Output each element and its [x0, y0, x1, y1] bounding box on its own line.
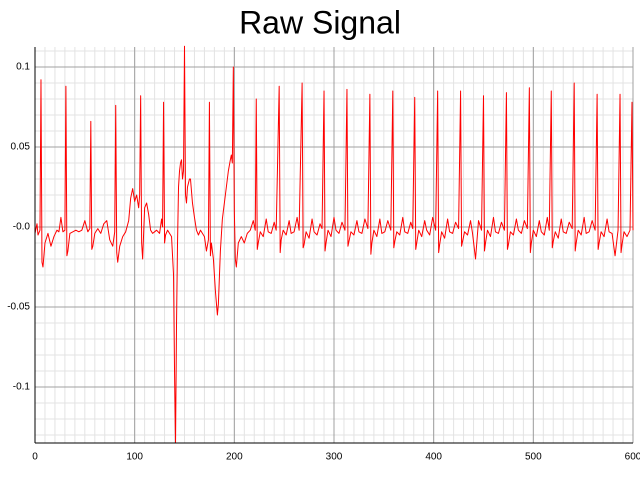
x-tick-label: 200: [226, 452, 243, 463]
chart-title: Raw Signal: [239, 4, 401, 40]
major-grid: [34, 47, 634, 443]
y-tick-label: -0.1: [13, 382, 31, 393]
y-tick-label: -0.05: [7, 302, 30, 313]
x-tick-label: 400: [425, 452, 442, 463]
signal-line: [34, 45, 634, 444]
x-tick-label: 0: [32, 452, 38, 463]
y-tick-label: 0.05: [11, 142, 31, 153]
y-tick-label: 0.1: [16, 62, 30, 73]
axes: 0 100 200 300 400 500 600 -0.1 -0.05 -0.0 0.05 0.1: [7, 47, 640, 463]
y-tick-label: -0.0: [13, 222, 31, 233]
x-tick-label: 300: [326, 452, 343, 463]
x-tick-label: 500: [525, 452, 542, 463]
plot-area: [34, 45, 634, 444]
x-tick-label: 600: [625, 452, 640, 463]
x-tick-label: 100: [126, 452, 143, 463]
